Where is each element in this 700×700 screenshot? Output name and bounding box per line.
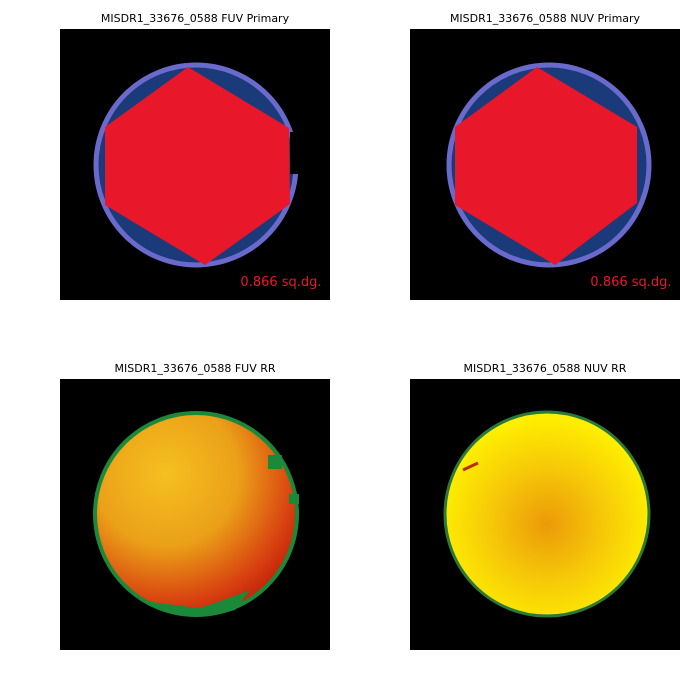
hexagon: [455, 67, 637, 265]
panel-title: MISDR1_33676_0588 NUV Primary: [450, 12, 641, 25]
panel-title: MISDR1_33676_0588 NUV RR: [464, 362, 627, 375]
response-map: [93, 411, 299, 617]
edge-region: [140, 590, 250, 615]
artifact: [462, 461, 479, 472]
area-label: 0.866 sq.dg.: [590, 275, 671, 290]
panel-title: MISDR1_33676_0588 FUV RR: [115, 362, 276, 375]
edge-region: [289, 494, 299, 504]
mask-notch: [290, 132, 302, 174]
panel-title: MISDR1_33676_0588 FUV Primary: [101, 12, 290, 25]
edge-region: [268, 455, 282, 469]
response-map: [443, 410, 651, 618]
area-label: 0.866 sq.dg.: [240, 275, 321, 290]
hexagon: [105, 67, 290, 265]
